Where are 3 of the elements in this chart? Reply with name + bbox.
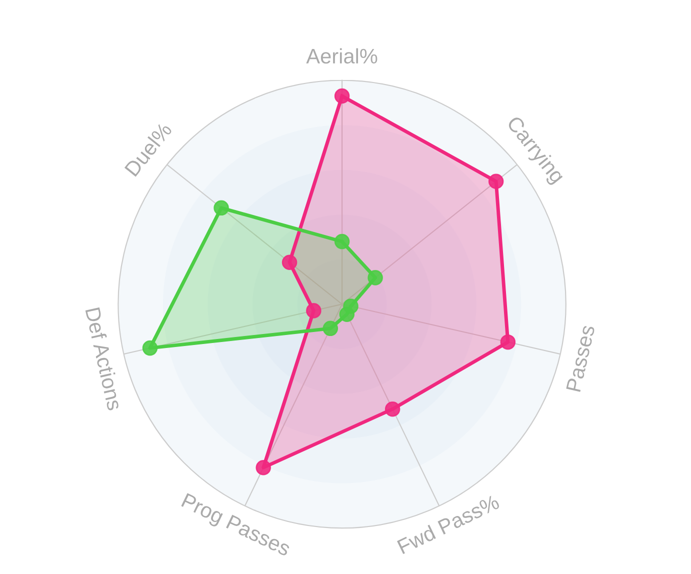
spoke-label: Aerial% [306,48,378,64]
spoke-label: Passes [566,324,596,392]
spoke-label: Def Actions [85,307,123,411]
